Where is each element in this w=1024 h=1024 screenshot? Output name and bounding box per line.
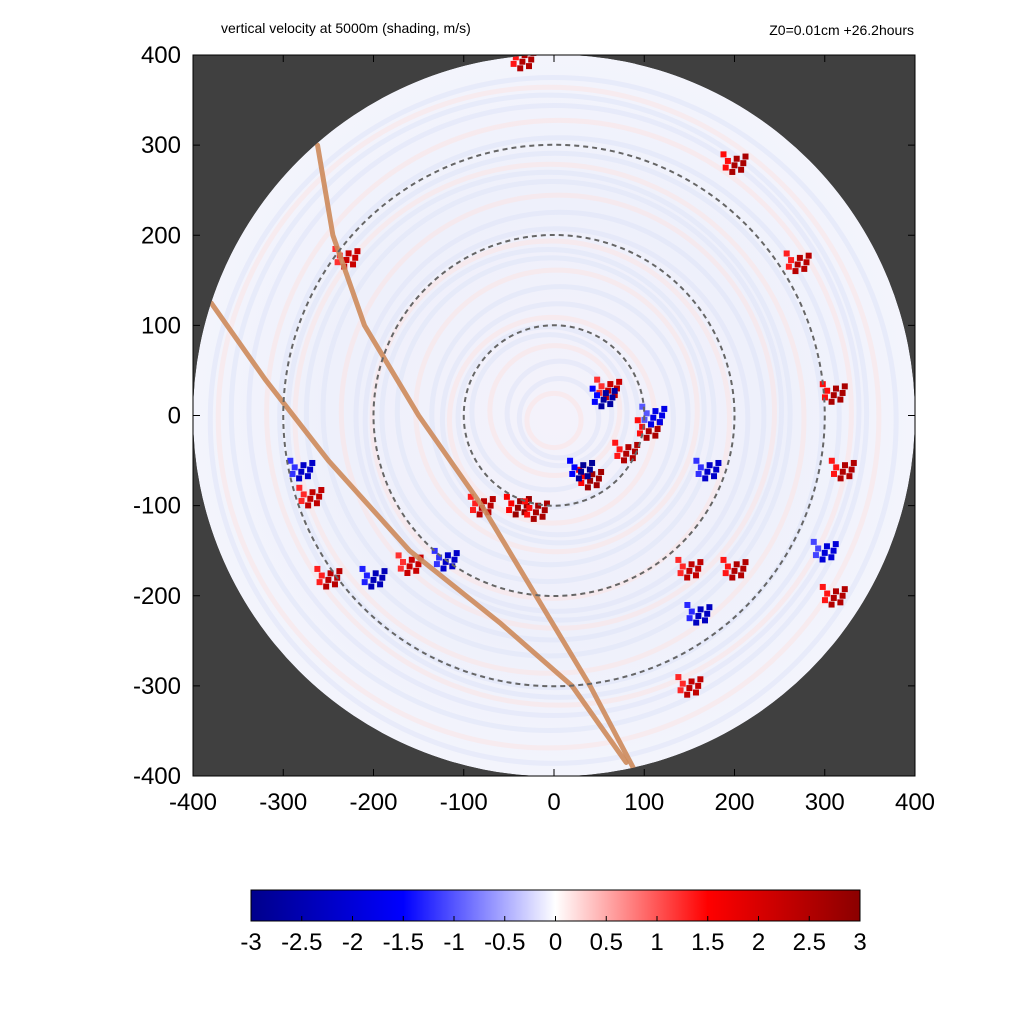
y-tick-label: 100 (141, 312, 181, 339)
texture-band (353, 209, 767, 623)
texture-band (264, 117, 854, 708)
updraft-cluster (675, 674, 704, 698)
texture-band (516, 375, 602, 461)
texture-band (215, 84, 882, 751)
texture-band (487, 343, 623, 479)
x-tick-label: 400 (895, 789, 935, 816)
downdraft-cluster (287, 457, 316, 482)
texture-band (394, 255, 707, 568)
texture-band (277, 135, 842, 700)
colorbar-tick-label: 2 (752, 929, 765, 956)
x-tick-label: 200 (714, 789, 754, 816)
updraft-cluster (720, 151, 749, 175)
y-tick-label: -400 (133, 763, 181, 790)
colorbar-tick-label: 1 (650, 929, 663, 956)
y-tick-label: 0 (168, 403, 181, 430)
updraft-cluster (612, 439, 641, 464)
downdraft-cluster (359, 565, 388, 590)
texture-band (504, 358, 615, 469)
texture-band (439, 301, 676, 538)
axes: -400 -300 -200 -100 0 100 200 300 400 400 300 200 10… (133, 42, 935, 816)
texture-band (455, 324, 641, 510)
range-ring (462, 324, 646, 507)
x-tick-label: -100 (440, 789, 488, 816)
updraft-cluster (828, 457, 857, 482)
updraft-cluster (819, 583, 848, 608)
plot-area (193, 54, 915, 777)
downdraft-cluster (810, 538, 839, 563)
colorbar-tick-label: -1.5 (383, 929, 424, 956)
texture-band (207, 75, 899, 766)
spiral-texture (207, 75, 899, 766)
texture-band (362, 226, 751, 614)
colorbar-tick-label: -0.5 (484, 929, 525, 956)
colorbar-tick-label: -1 (443, 929, 464, 956)
x-tick-label: -300 (259, 789, 307, 816)
texture-band (369, 238, 732, 601)
texture-band (303, 169, 793, 659)
colorbar-tick-label: 0 (549, 929, 562, 956)
x-tick-label: -200 (349, 789, 397, 816)
colorbar-tick-label: 1.5 (691, 929, 724, 956)
velocity-field (193, 54, 915, 777)
x-tick-label: -400 (169, 789, 217, 816)
downdraft-cluster (567, 457, 596, 482)
colorbar-tick-label: 2.5 (793, 929, 826, 956)
texture-band (469, 332, 630, 493)
texture-band (228, 92, 870, 734)
texture-band (429, 284, 691, 546)
y-tick-label: 200 (141, 222, 181, 249)
y-tick-label: -300 (133, 673, 181, 700)
updraft-cluster (296, 484, 325, 509)
y-tick-label: -200 (133, 583, 181, 610)
texture-band (524, 390, 584, 451)
updraft-cluster (783, 250, 812, 275)
x-tick-label: 300 (805, 789, 845, 816)
texture-band (285, 150, 825, 691)
texture-band (320, 178, 785, 643)
y-tick-label: 400 (141, 42, 181, 69)
downdraft-cluster (684, 601, 713, 626)
y-tick-label: 300 (141, 132, 181, 159)
x-tick-label: 100 (624, 789, 664, 816)
range-ring (372, 234, 736, 597)
colorbar-tick-label: -2.5 (281, 929, 322, 956)
downdraft-cluster (693, 457, 722, 482)
x-tick-label: 0 (547, 789, 560, 816)
colorbar-tick-label: -2 (342, 929, 363, 956)
chart-subtitle: Z0=0.01cm +26.2hours (769, 22, 914, 38)
colorbar-tick-label: 0.5 (590, 929, 623, 956)
downdraft-cluster (589, 385, 618, 410)
updraft-cluster (720, 556, 749, 581)
chart-title: vertical velocity at 5000m (shading, m/s… (221, 20, 471, 36)
downdraft-cluster (431, 547, 460, 572)
range-ring (282, 143, 826, 688)
colorbar: -3 -2.5 -2 -1.5 -1 -0.5 0 0.5 1 1.5 2 2.5 3 (240, 889, 867, 956)
updraft-cluster (675, 556, 704, 581)
colorbar-tick-label: -3 (240, 929, 261, 956)
texture-band (379, 246, 717, 585)
y-tick-label: -100 (133, 493, 181, 520)
track-line (315, 142, 638, 774)
texture-band (246, 102, 862, 719)
colorbar-tick-label: 3 (853, 929, 866, 956)
